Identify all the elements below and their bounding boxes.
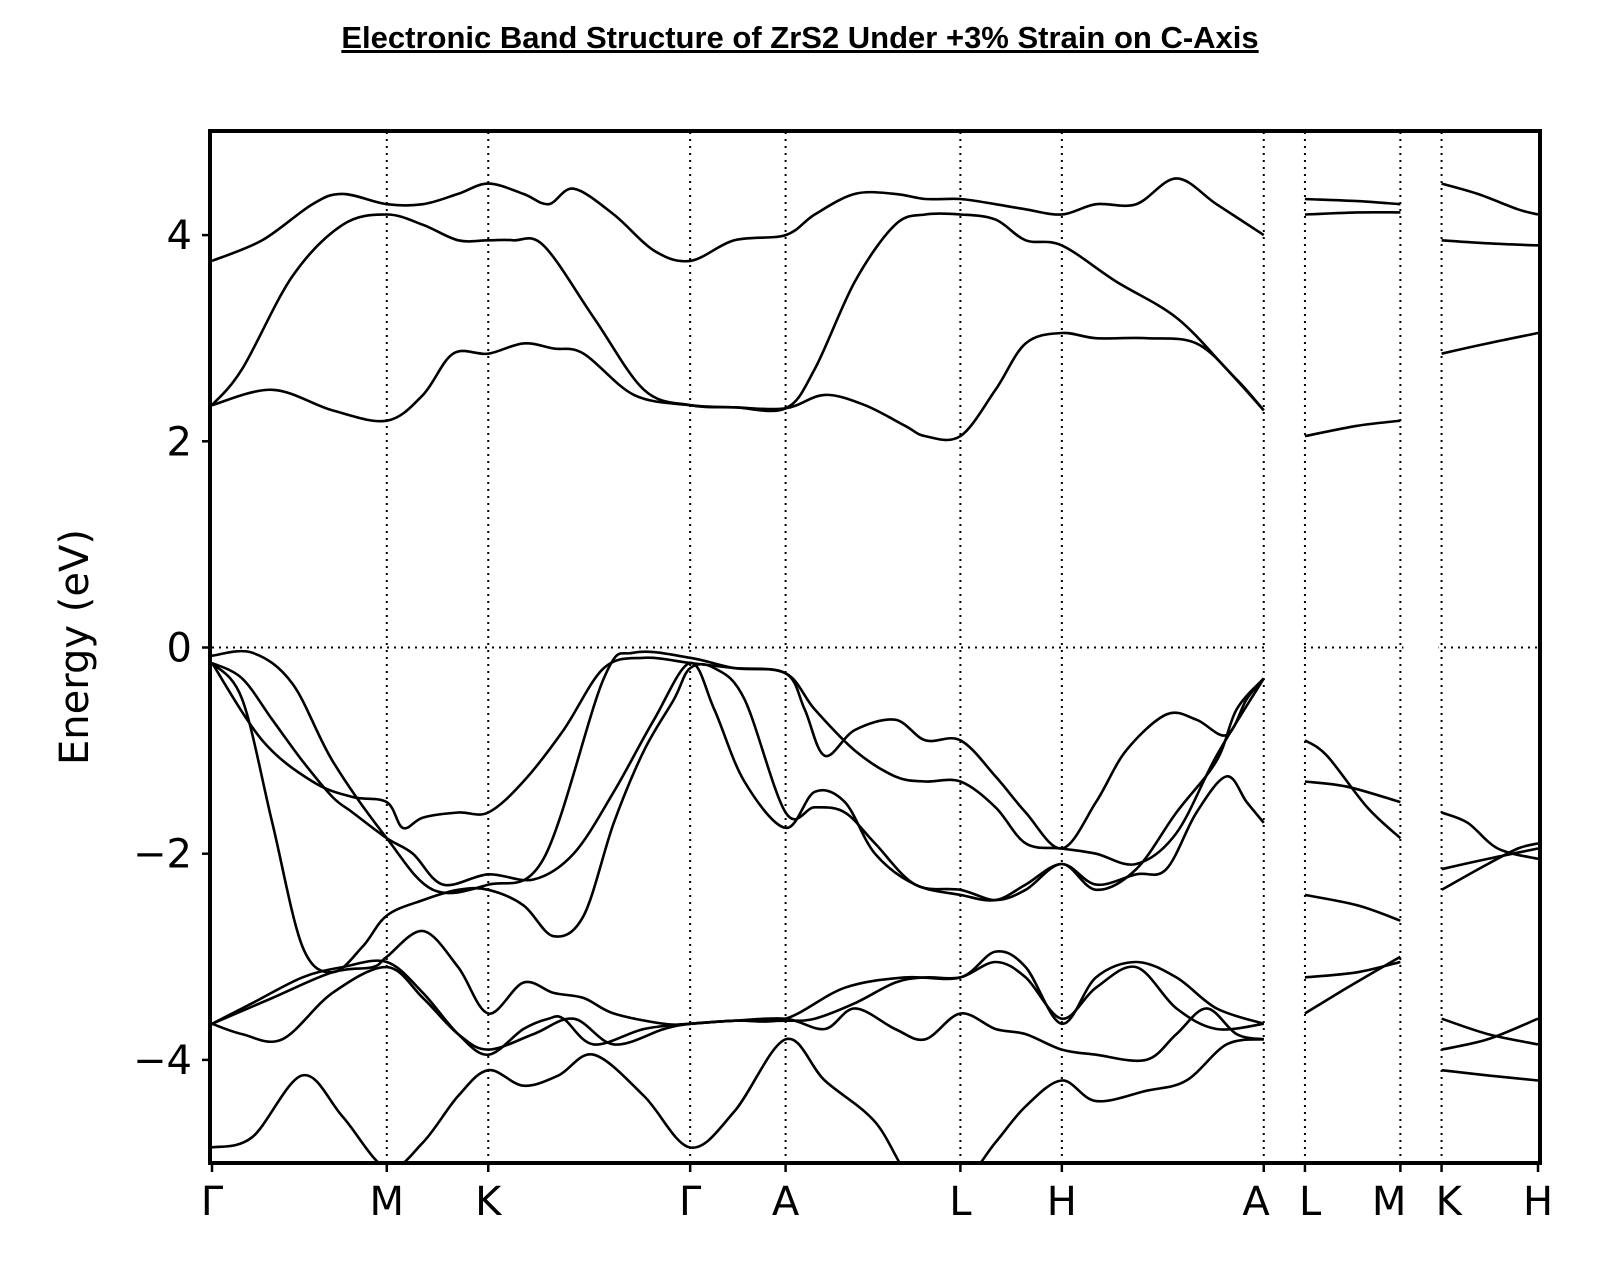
x-tick-label: H <box>1523 1179 1553 1225</box>
x-tick-label: Γ <box>201 1179 224 1225</box>
x-tick-label: L <box>1299 1179 1322 1225</box>
band-line-seg2-8 <box>1304 197 1401 206</box>
x-tick-label: K <box>475 1179 503 1225</box>
band-line-seg1-1 <box>212 1037 1264 1163</box>
x-tick-label: A <box>1242 1179 1270 1225</box>
band-line-seg2-6 <box>1304 419 1401 438</box>
band-line-seg1-8 <box>212 649 1265 895</box>
y-axis-label: Energy (eV) <box>52 529 98 765</box>
band-line-seg1-11 <box>212 177 1265 263</box>
x-tick-label: M <box>1372 1179 1407 1225</box>
band-line-seg2-3 <box>1304 893 1401 922</box>
band-layer <box>212 177 1539 1163</box>
y-tick-label: −4 <box>133 1038 192 1084</box>
band-line-seg2-5 <box>1304 780 1401 804</box>
chart-title: Electronic Band Structure of ZrS2 Under … <box>341 20 1259 55</box>
path-break-gap <box>1266 132 1302 1163</box>
band-line-seg1-4 <box>212 929 1264 1031</box>
band-line-seg1-5 <box>212 662 1265 974</box>
band-line-seg1-10 <box>212 212 1265 413</box>
band-line-seg3-8 <box>1441 239 1539 247</box>
x-tick-label: L <box>949 1179 972 1225</box>
band-line-seg3-2 <box>1441 1017 1539 1051</box>
x-tick-label: H <box>1047 1179 1077 1225</box>
band-line-seg2-7 <box>1304 210 1401 216</box>
x-tick-label: Γ <box>679 1179 702 1225</box>
band-line-seg3-6 <box>1441 811 1539 861</box>
band-line-seg1-6 <box>212 661 1265 902</box>
band-line-seg2-1 <box>1304 955 1402 1015</box>
x-tick-label: K <box>1436 1179 1464 1225</box>
band-line-seg3-9 <box>1441 182 1539 216</box>
band-line-seg1-9 <box>212 331 1265 442</box>
x-tick-label: A <box>772 1179 800 1225</box>
y-tick-label: 2 <box>167 419 192 465</box>
band-line-seg2-2 <box>1304 960 1401 979</box>
path-break-gap <box>1403 132 1439 1163</box>
y-tick-label: 4 <box>167 213 192 259</box>
band-line-seg2-4 <box>1304 739 1402 840</box>
band-line-seg3-7 <box>1441 331 1539 355</box>
band-line-seg3-5 <box>1441 847 1539 871</box>
y-tick-label: 0 <box>167 626 192 672</box>
x-tick-label: M <box>370 1179 405 1225</box>
band-line-seg3-3 <box>1441 1017 1539 1046</box>
band-line-seg3-1 <box>1441 1068 1539 1082</box>
y-tick-label: −2 <box>133 832 192 878</box>
